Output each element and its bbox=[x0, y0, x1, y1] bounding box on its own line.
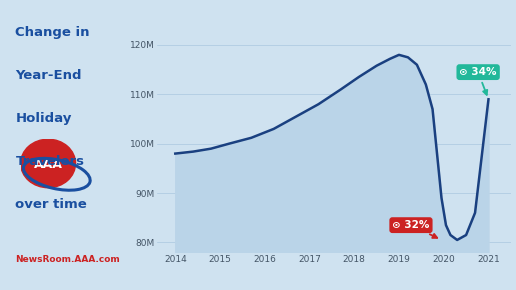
Text: over time: over time bbox=[15, 198, 87, 211]
Text: Change in: Change in bbox=[15, 26, 90, 39]
Text: AAA: AAA bbox=[34, 158, 62, 171]
Text: Holiday: Holiday bbox=[15, 112, 72, 125]
Circle shape bbox=[21, 139, 75, 188]
Text: ⊙ 34%: ⊙ 34% bbox=[459, 67, 497, 95]
Text: Travelers: Travelers bbox=[15, 155, 85, 168]
Text: ⊙ 32%: ⊙ 32% bbox=[392, 220, 437, 238]
Text: NewsRoom.AAA.com: NewsRoom.AAA.com bbox=[15, 255, 120, 264]
Text: Year-End: Year-End bbox=[15, 69, 82, 82]
